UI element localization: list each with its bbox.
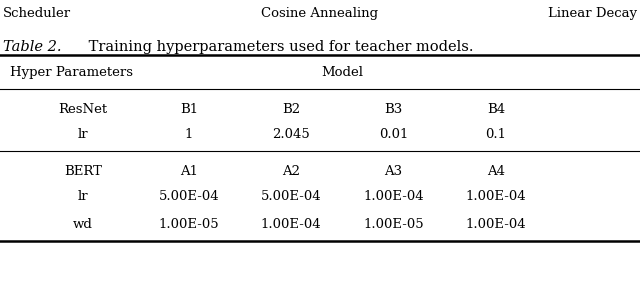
Text: 1.00E-04: 1.00E-04 [261, 218, 321, 231]
Text: 0.01: 0.01 [379, 128, 408, 141]
Text: Training hyperparameters used for teacher models.: Training hyperparameters used for teache… [84, 40, 474, 54]
Text: B2: B2 [282, 103, 300, 116]
Text: A4: A4 [487, 165, 505, 178]
Text: 5.00E-04: 5.00E-04 [261, 190, 321, 203]
Text: 5.00E-04: 5.00E-04 [159, 190, 219, 203]
Text: Hyper Parameters: Hyper Parameters [10, 66, 132, 79]
Text: Scheduler: Scheduler [3, 7, 71, 20]
Text: B1: B1 [180, 103, 198, 116]
Text: 1.00E-04: 1.00E-04 [466, 190, 526, 203]
Text: 2.045: 2.045 [273, 128, 310, 141]
Text: 1: 1 [184, 128, 193, 141]
Text: BERT: BERT [64, 165, 102, 178]
Text: Model: Model [321, 66, 364, 79]
Text: Table 2.: Table 2. [3, 40, 61, 54]
Text: Cosine Annealing: Cosine Annealing [261, 7, 379, 20]
Text: B4: B4 [487, 103, 505, 116]
Text: wd: wd [73, 218, 93, 231]
Text: 1.00E-05: 1.00E-05 [364, 218, 424, 231]
Text: Linear Decay: Linear Decay [548, 7, 637, 20]
Text: 0.1: 0.1 [486, 128, 506, 141]
Text: B3: B3 [385, 103, 403, 116]
Text: A2: A2 [282, 165, 300, 178]
Text: lr: lr [78, 190, 88, 203]
Text: 1.00E-04: 1.00E-04 [364, 190, 424, 203]
Text: 1.00E-04: 1.00E-04 [466, 218, 526, 231]
Text: ResNet: ResNet [59, 103, 108, 116]
Text: 1.00E-05: 1.00E-05 [159, 218, 219, 231]
Text: lr: lr [78, 128, 88, 141]
Text: A3: A3 [385, 165, 403, 178]
Text: A1: A1 [180, 165, 198, 178]
